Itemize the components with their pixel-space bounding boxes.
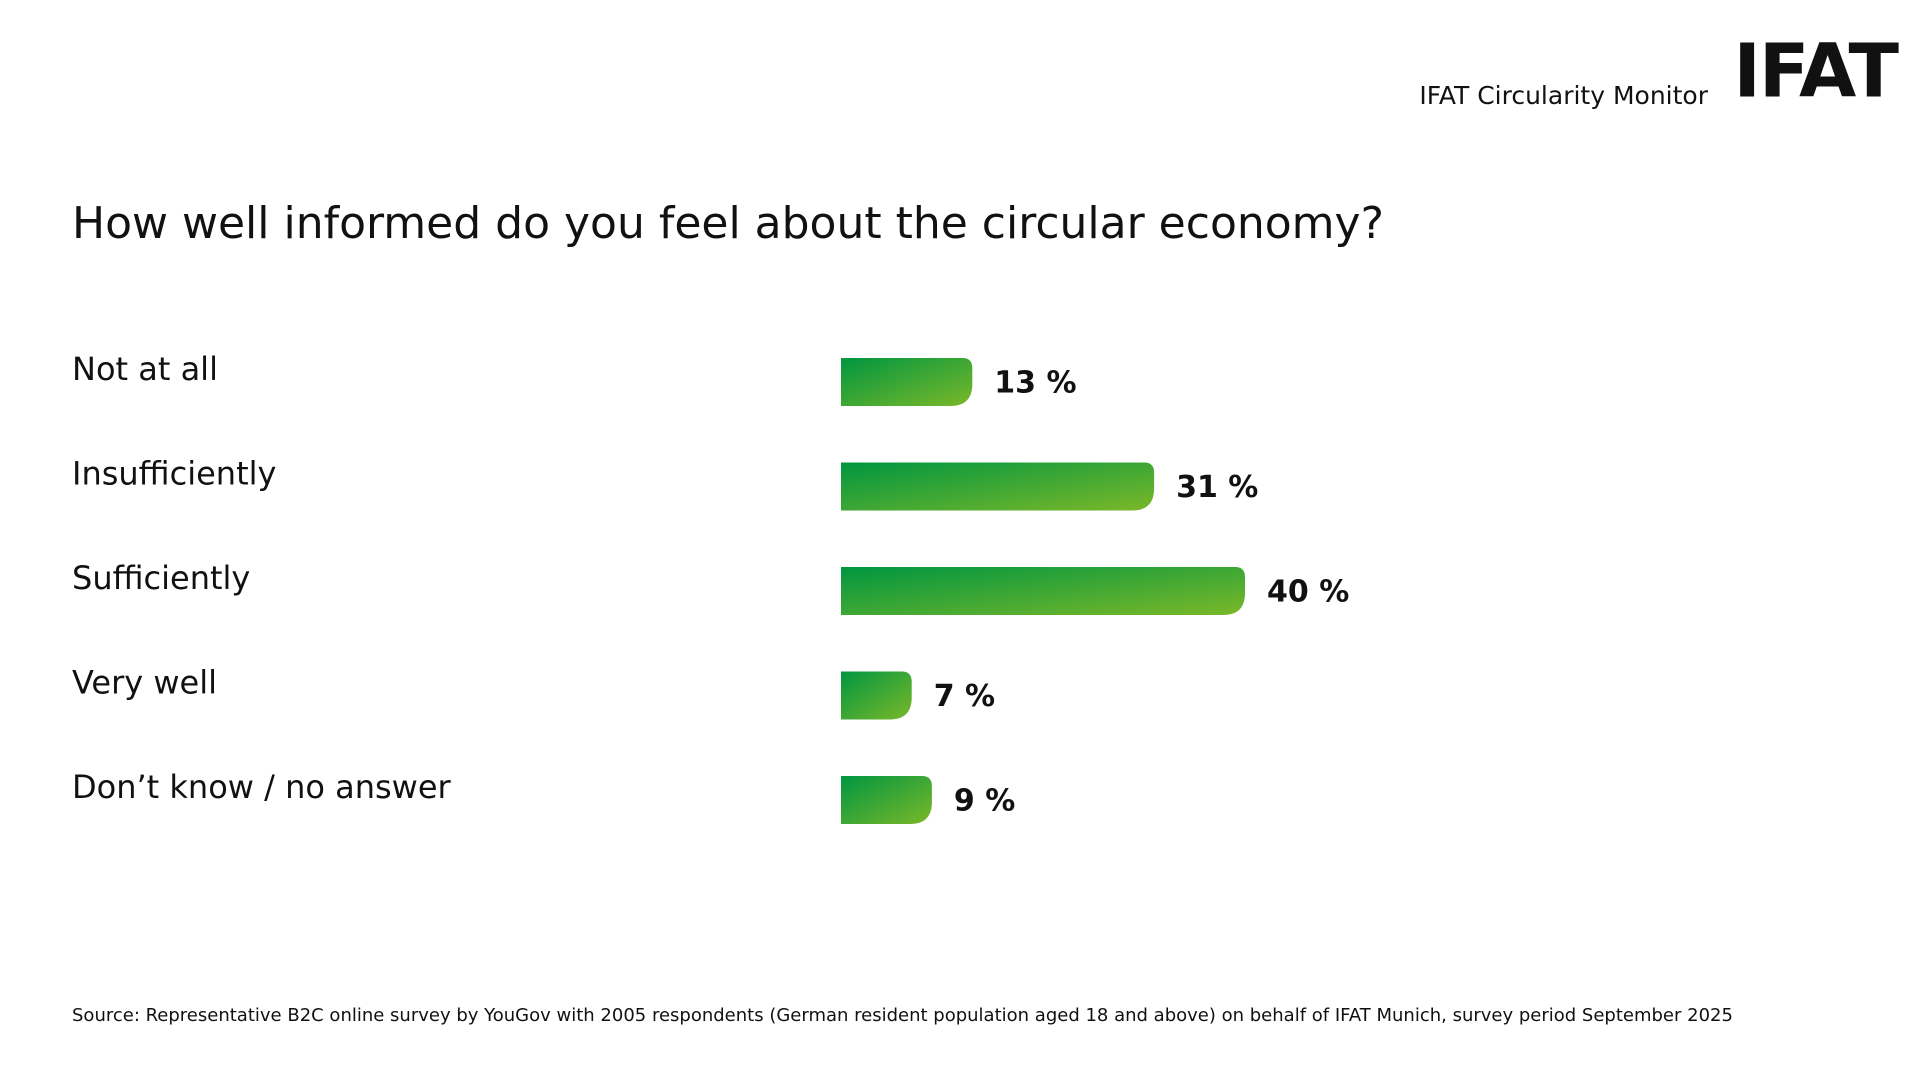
bar: [841, 358, 973, 406]
category-label: Insufficiently: [72, 455, 276, 493]
value-label: 7 %: [934, 679, 995, 714]
bar: [841, 462, 1155, 511]
category-label: Sufficiently: [72, 559, 250, 597]
value-label: 9 %: [954, 784, 1015, 819]
bar: [841, 671, 912, 720]
value-label: 31 %: [1176, 470, 1258, 505]
source-note: Source: Representative B2C online survey…: [72, 1005, 1733, 1026]
category-label: Not at all: [72, 350, 218, 388]
logo: IFAT: [1733, 29, 1899, 115]
chart-title: How well informed do you feel about the …: [72, 198, 1384, 249]
value-label: 40 %: [1267, 575, 1349, 610]
value-label: 13 %: [994, 366, 1076, 401]
category-label: Very well: [72, 664, 217, 702]
bar: [841, 776, 932, 824]
header-text: IFAT Circularity Monitor: [1419, 81, 1708, 110]
category-label: Don’t know / no answer: [72, 768, 452, 806]
bar: [841, 567, 1245, 615]
